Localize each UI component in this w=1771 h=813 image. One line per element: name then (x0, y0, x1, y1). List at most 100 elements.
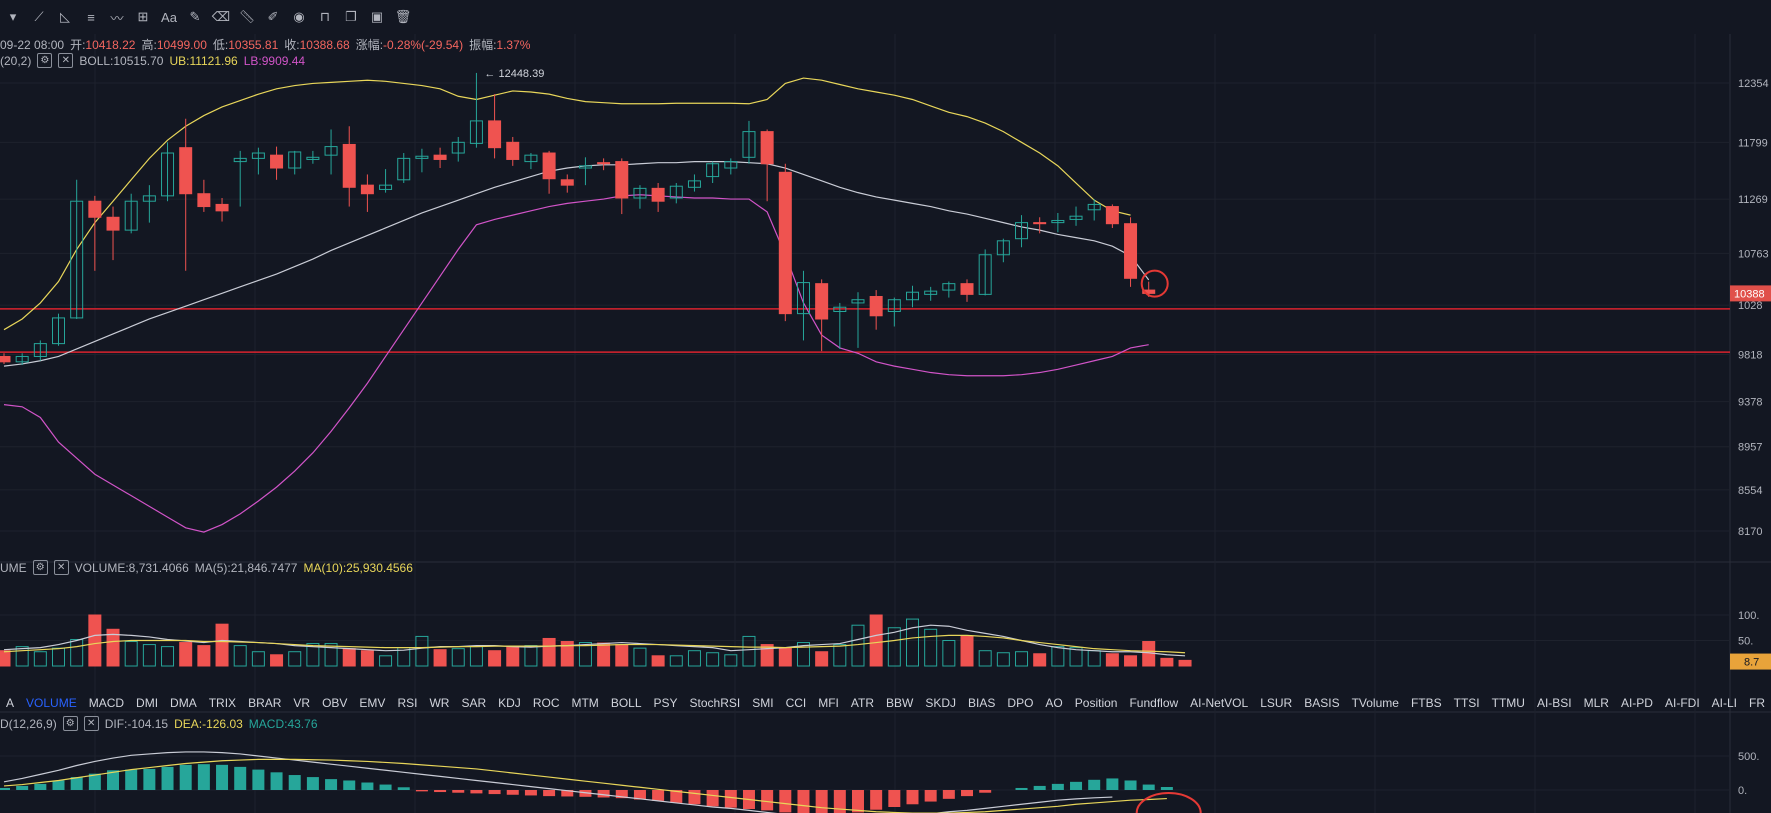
tab-dma[interactable]: DMA (170, 696, 197, 710)
copy-icon[interactable]: ❐ (345, 9, 357, 24)
tab-boll[interactable]: BOLL (610, 696, 642, 710)
tab-position[interactable]: Position (1074, 696, 1118, 710)
tab-skdj[interactable]: SKDJ (925, 696, 957, 710)
volume-bar (1105, 653, 1119, 667)
tab-fundflow[interactable]: Fundflow (1129, 696, 1179, 710)
volume-bar (687, 650, 701, 667)
volume-bar (651, 655, 665, 667)
tab-mfi[interactable]: MFI (818, 696, 839, 710)
open-label: 开: (70, 38, 86, 52)
volume-bar (33, 651, 47, 667)
candle-body (615, 161, 629, 199)
tab-smi[interactable]: SMI (752, 696, 774, 710)
volume-tick-label: 100. (1738, 610, 1759, 622)
tab-roc[interactable]: ROC (532, 696, 560, 710)
tab-ai-pd[interactable]: AI-PD (1620, 696, 1653, 710)
tab-atr[interactable]: ATR (850, 696, 875, 710)
tab-sar[interactable]: SAR (461, 696, 487, 710)
close-icon[interactable]: ✕ (53, 560, 69, 575)
tab-tvolume[interactable]: TVolume (1351, 696, 1399, 710)
candle-body (851, 299, 865, 304)
volume-bar (615, 644, 629, 667)
tab-macd[interactable]: MACD (88, 696, 125, 710)
volume-bar (633, 647, 647, 667)
candle-body (1051, 219, 1065, 224)
settings-icon[interactable]: ⚙ (62, 716, 78, 731)
tab-vr[interactable]: VR (293, 696, 311, 710)
tab-fr[interactable]: FR (1749, 696, 1765, 710)
wave-icon[interactable]: 〰 (110, 10, 124, 26)
amp-value: 1.37% (496, 37, 531, 52)
settings-icon[interactable]: ⚙ (32, 560, 48, 575)
lock-icon[interactable]: ⊓ (319, 9, 331, 24)
tab-ai-fdi[interactable]: AI-FDI (1664, 696, 1700, 710)
tab-ttmu[interactable]: TTMU (1491, 696, 1525, 710)
tab-ai-bsi[interactable]: AI-BSI (1536, 696, 1572, 710)
settings-icon[interactable]: ⚙ (37, 53, 53, 68)
tab-trix[interactable]: TRIX (208, 696, 237, 710)
tab-wr[interactable]: WR (429, 696, 450, 710)
draw-lines-icon[interactable]: ⟋ (34, 9, 44, 24)
volume-bar (433, 649, 447, 667)
close-icon[interactable]: ✕ (83, 716, 99, 731)
tab-ao[interactable]: AO (1045, 696, 1063, 710)
ruler-icon[interactable]: 📏︎ (238, 9, 256, 24)
macd-histogram-bar (34, 783, 47, 790)
tab-ftbs[interactable]: FTBS (1410, 696, 1442, 710)
tab-rsi[interactable]: RSI (397, 696, 418, 710)
measure-icon[interactable]: ⊞ (137, 9, 149, 24)
tab-basis[interactable]: BASIS (1304, 696, 1340, 710)
eye-icon[interactable]: ◉ (293, 9, 305, 24)
macd-histogram-bar (797, 790, 810, 813)
tab-ai-li[interactable]: AI-LI (1711, 696, 1737, 710)
tab-mtm[interactable]: MTM (571, 696, 599, 710)
tab-stochrsi[interactable]: StochRSI (689, 696, 741, 710)
tab-dpo[interactable]: DPO (1007, 696, 1034, 710)
last-price-tag (1730, 285, 1771, 302)
tab-mlr[interactable]: MLR (1583, 696, 1609, 710)
candle-body (488, 120, 502, 149)
volume-bar (52, 647, 66, 667)
tab-dmi[interactable]: DMI (136, 696, 159, 710)
candle-body (633, 187, 647, 199)
volume-bar (70, 638, 84, 667)
tab-brar[interactable]: BRAR (248, 696, 282, 710)
boll-value: BOLL:10515.70 (79, 53, 164, 68)
tab-obv[interactable]: OBV (322, 696, 348, 710)
tab-emv[interactable]: EMV (359, 696, 386, 710)
text-tool[interactable]: Aa (156, 4, 182, 30)
trash-icon[interactable]: 🗑︎ (394, 9, 412, 24)
fib-tool-icon[interactable]: ◺ (60, 9, 70, 24)
tab-cci[interactable]: CCI (785, 696, 807, 710)
screenshot-icon[interactable]: ▣ (370, 9, 384, 24)
dropdown-arrow-icon[interactable]: ▾ (9, 9, 17, 24)
tab-volume[interactable]: VOLUME (26, 696, 77, 710)
candle-body (560, 179, 574, 186)
tab-kdj[interactable]: KDJ (498, 696, 521, 710)
macd-histogram-bar (397, 787, 410, 790)
tab-ai-netvol[interactable]: AI-NetVOL (1190, 696, 1249, 710)
tab-bias[interactable]: BIAS (968, 696, 996, 710)
boll-lb-line (3, 194, 1149, 533)
eraser-icon[interactable]: ⌫ (211, 9, 231, 24)
tab-lsur[interactable]: LSUR (1260, 696, 1293, 710)
close-icon[interactable]: ✕ (58, 53, 74, 68)
low-label: 低: (212, 38, 229, 52)
macd-histogram-bar (833, 790, 846, 813)
tab-ttsi[interactable]: TTSI (1453, 696, 1480, 710)
candle-body (833, 306, 847, 312)
macd-histogram-bar (252, 769, 265, 790)
tab-a[interactable]: A (6, 696, 15, 710)
macd-histogram-bar (506, 790, 519, 795)
pencil-icon[interactable]: ✐ (267, 9, 279, 24)
macd-histogram-bar (143, 768, 156, 790)
candle-body (0, 355, 11, 363)
volume-bar (760, 644, 774, 667)
brush-icon[interactable]: ✎ (189, 9, 201, 24)
dea-value: DEA:-126.03 (174, 716, 243, 731)
tab-psy[interactable]: PSY (653, 696, 678, 710)
tab-bbw[interactable]: BBW (886, 696, 914, 710)
pattern-icon[interactable]: ≡ (87, 9, 95, 25)
ma10-value: MA(10):25,930.4566 (303, 560, 413, 575)
